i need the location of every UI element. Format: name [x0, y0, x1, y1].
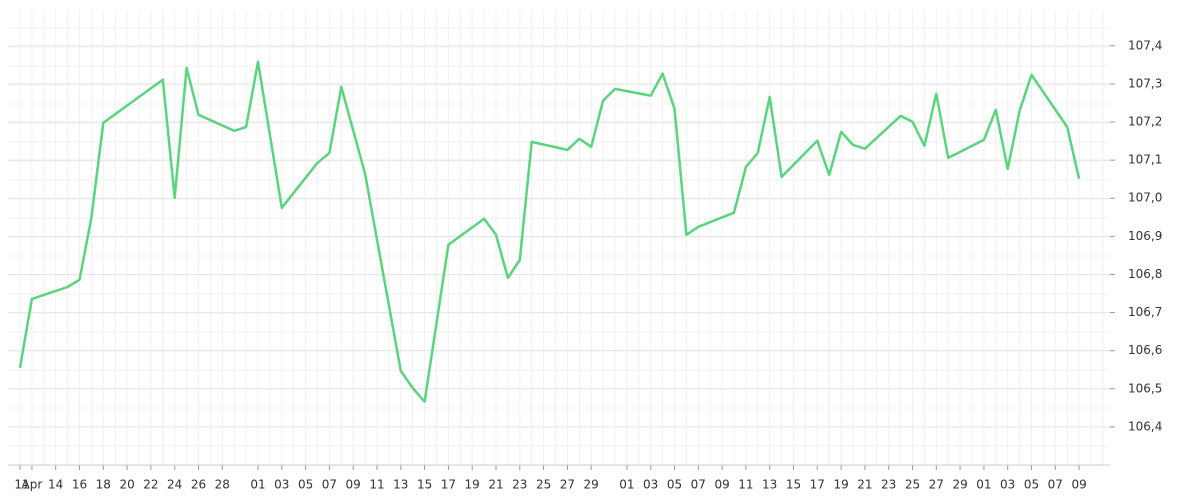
x-tick-label: 03 [643, 478, 658, 492]
x-tick-label: 29 [584, 478, 599, 492]
x-tick-label: 01 [619, 478, 634, 492]
x-tick-label: 15 [417, 478, 432, 492]
y-tick-label: 106,5 [1128, 381, 1162, 395]
x-tick-label: 07 [322, 478, 337, 492]
y-tick-label: 107,4 [1128, 38, 1162, 52]
x-tick-label: 29 [952, 478, 967, 492]
x-tick-label: 20 [119, 478, 134, 492]
x-tick-label: 16 [72, 478, 87, 492]
y-tick-label: 107,1 [1128, 153, 1162, 167]
x-tick-label: 01 [976, 478, 991, 492]
x-tick-label: 13 [762, 478, 777, 492]
x-tick-label: 19 [833, 478, 848, 492]
x-tick-label: 03 [274, 478, 289, 492]
x-tick-label: 11 [369, 478, 384, 492]
y-tick-label: 106,7 [1128, 305, 1162, 319]
x-tick-label: 26 [191, 478, 206, 492]
x-tick-label: 17 [810, 478, 825, 492]
y-tick-label: 106,9 [1128, 229, 1162, 243]
x-tick-label: 11 [738, 478, 753, 492]
x-tick-label: 09 [346, 478, 361, 492]
x-tick-label: 28 [215, 478, 230, 492]
x-tick-label: 21 [488, 478, 503, 492]
x-tick-label: 15 [786, 478, 801, 492]
x-tick-label: 23 [512, 478, 527, 492]
x-tick-label: 05 [667, 478, 682, 492]
x-tick-label: 27 [929, 478, 944, 492]
x-tick-label: 17 [441, 478, 456, 492]
x-tick-label: 24 [167, 478, 182, 492]
x-tick-label: 07 [691, 478, 706, 492]
y-tick-label: 106,8 [1128, 267, 1162, 281]
x-tick-label: 09 [714, 478, 729, 492]
x-tick-label: Apr [22, 478, 43, 492]
y-tick-label: 107,2 [1128, 115, 1162, 129]
x-tick-label: 07 [1048, 478, 1063, 492]
x-tick-label: 03 [1000, 478, 1015, 492]
y-tick-label: 106,4 [1128, 419, 1162, 433]
x-tick-label: 18 [96, 478, 111, 492]
x-tick-label: 13 [393, 478, 408, 492]
x-tick-label: 11 [14, 478, 29, 492]
x-tick-label: 27 [560, 478, 575, 492]
x-tick-label: 05 [298, 478, 313, 492]
y-tick-label: 106,6 [1128, 343, 1162, 357]
y-tick-label: 107,0 [1128, 191, 1162, 205]
x-tick-label: 21 [857, 478, 872, 492]
y-tick-label: 107,3 [1128, 76, 1162, 90]
x-tick-label: 22 [143, 478, 158, 492]
price-line [18, 60, 1081, 403]
x-tick-label: 25 [536, 478, 551, 492]
x-tick-label: 25 [905, 478, 920, 492]
x-tick-label: 23 [881, 478, 896, 492]
x-tick-label: 14 [48, 478, 63, 492]
x-tick-label: 05 [1024, 478, 1039, 492]
x-tick-label: 09 [1071, 478, 1086, 492]
x-tick-label: 19 [465, 478, 480, 492]
x-tick-label: 01 [250, 478, 265, 492]
